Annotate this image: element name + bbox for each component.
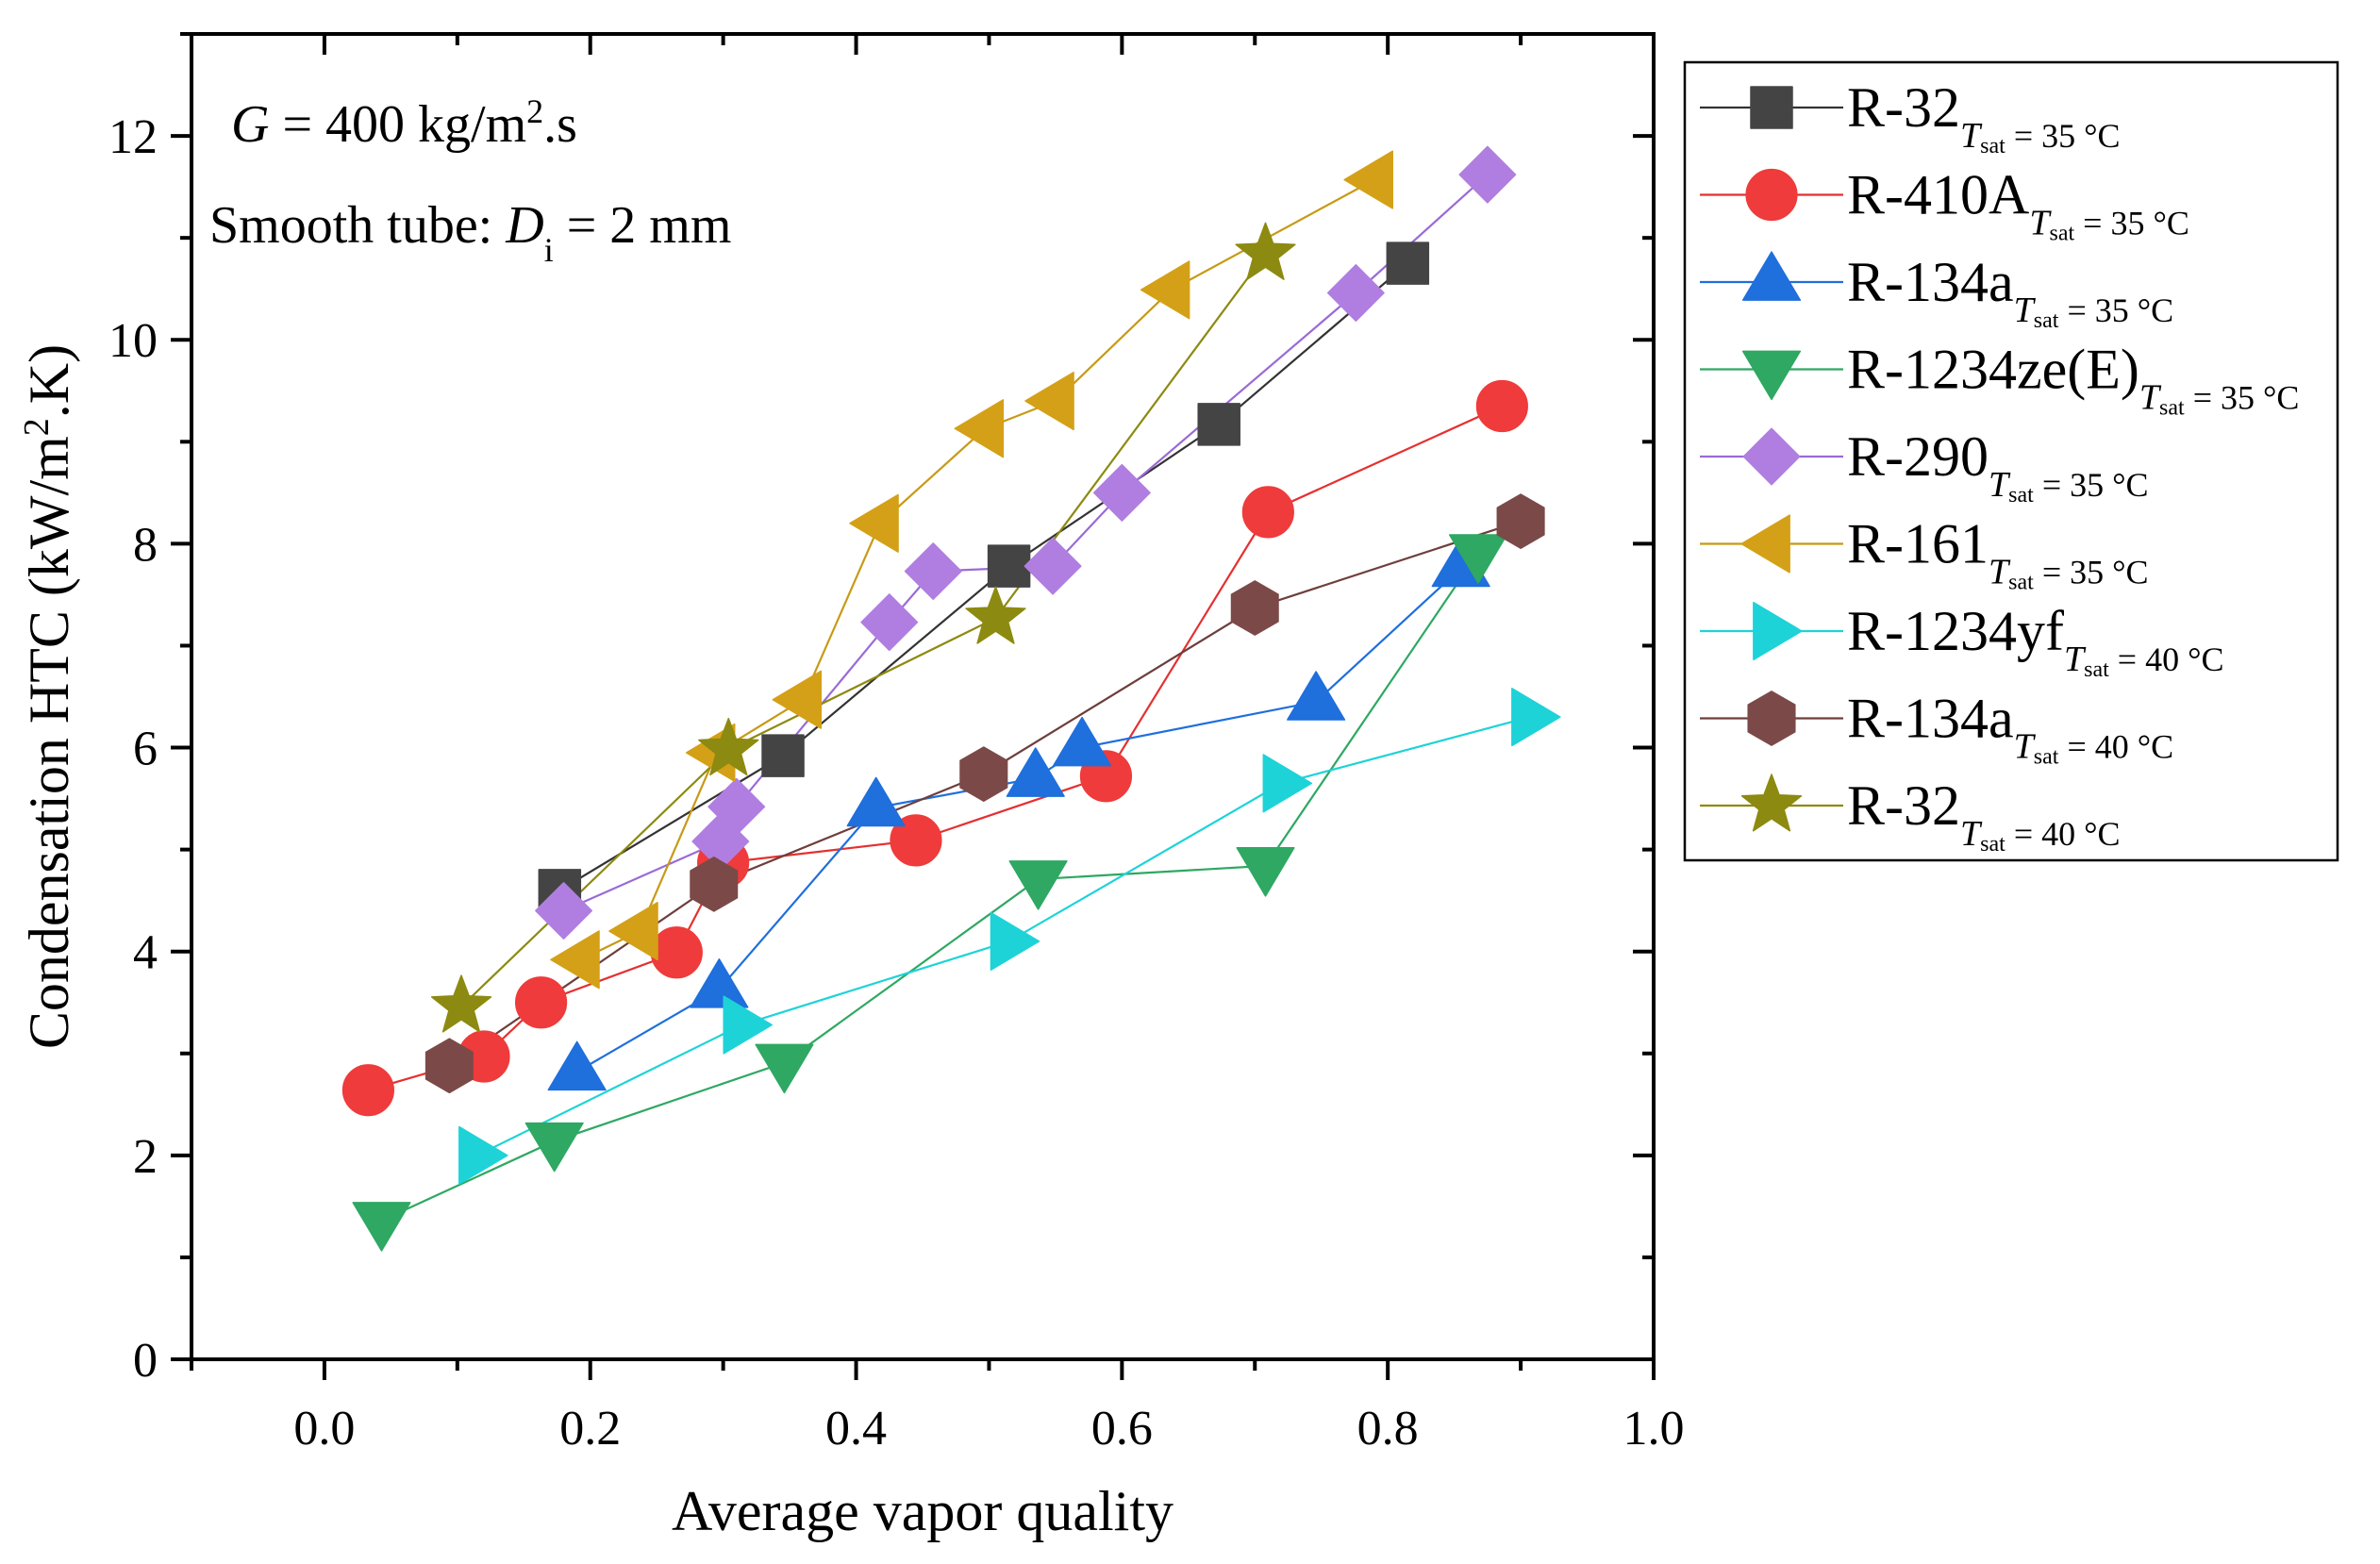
axis-titles: Average vapor quality Condensation HTC (k… <box>17 344 1173 1542</box>
data-point-7-4 <box>1496 493 1545 549</box>
data-point-6-1 <box>723 995 774 1055</box>
legend-label-1: R-410ATsat = 35 °C <box>1847 164 2189 246</box>
data-point-4-8 <box>1458 145 1517 204</box>
data-point-1-7 <box>1241 486 1294 539</box>
data-point-8-3 <box>1235 222 1296 280</box>
y-tick-label: 2 <box>133 1130 158 1184</box>
plot-frame <box>190 32 1656 1361</box>
legend-label-3: R-1234ze(E)Tsat = 35 °C <box>1847 339 2299 421</box>
annotation-tube: Smooth tube: Di = 2 mm <box>209 196 731 269</box>
data-point-3-4 <box>1236 847 1295 897</box>
data-point-3-0 <box>352 1202 411 1252</box>
data-point-7-3 <box>1230 580 1279 636</box>
data-point-8-0 <box>430 974 492 1033</box>
y-tick-label: 12 <box>108 110 158 164</box>
data-point-6-4 <box>1511 688 1561 747</box>
y-tick-label: 8 <box>133 518 158 572</box>
data-point-1-8 <box>1475 379 1528 433</box>
legend-marker-5 <box>1740 514 1790 574</box>
data-point-8-2 <box>965 586 1026 644</box>
legend-label-7: R-134aTsat = 40 °C <box>1847 688 2173 770</box>
data-point-1-3 <box>650 926 703 979</box>
legend-marker-7 <box>1747 690 1796 746</box>
data-point-7-2 <box>959 746 1008 802</box>
legend-label-2: R-134aTsat = 35 °C <box>1847 251 2173 333</box>
data-point-4-3 <box>860 593 919 652</box>
legend: R-32Tsat = 35 °CR-410ATsat = 35 °CR-134a… <box>1683 60 2339 862</box>
data-point-0-2 <box>987 544 1031 588</box>
x-tick-label: 1.0 <box>1623 1402 1685 1456</box>
legend-marker-4 <box>1742 427 1801 486</box>
series-line-8 <box>460 253 1267 1007</box>
data-point-7-1 <box>690 857 739 912</box>
y-tick-label: 4 <box>133 926 158 980</box>
data-point-2-3 <box>1006 747 1065 797</box>
legend-marker-2 <box>1741 251 1802 301</box>
data-point-6-3 <box>1262 754 1313 813</box>
data-point-4-0 <box>535 882 592 940</box>
data-point-4-7 <box>1326 264 1385 322</box>
data-point-6-2 <box>990 911 1040 971</box>
x-tick-label: 0.8 <box>1357 1402 1419 1456</box>
data-point-2-1 <box>690 958 749 1008</box>
data-point-0-4 <box>1386 241 1430 285</box>
data-point-5-8 <box>1343 150 1393 209</box>
data-point-3-1 <box>524 1122 584 1173</box>
annotations: G = 400 kg/m2.s Smooth tube: Di = 2 mm <box>209 92 731 269</box>
data-point-8-1 <box>698 717 759 776</box>
data-point-4-2 <box>707 777 766 836</box>
data-point-0-1 <box>761 734 805 777</box>
data-point-2-2 <box>846 776 906 827</box>
data-point-1-0 <box>341 1064 394 1117</box>
data-point-4-5 <box>1024 537 1082 595</box>
ticks: 0.0 0.2 0.4 0.6 0.8 1.0 0 2 4 6 8 10 12 <box>108 32 1685 1456</box>
annotation-mass-flux: G = 400 kg/m2.s <box>231 92 577 154</box>
data-point-5-6 <box>1024 372 1074 431</box>
data-point-7-0 <box>424 1038 474 1094</box>
legend-marker-0 <box>1750 86 1793 129</box>
data-point-4-4 <box>904 542 962 601</box>
data-point-3-5 <box>1448 534 1508 584</box>
data-point-3-2 <box>755 1043 814 1094</box>
y-tick-label: 6 <box>133 723 158 776</box>
data-point-1-5 <box>890 814 942 867</box>
y-axis-title: Condensation HTC (kW/m2.K) <box>17 344 80 1049</box>
data-point-5-1 <box>608 902 658 961</box>
series-markers <box>341 145 1561 1252</box>
data-point-1-2 <box>515 976 568 1029</box>
data-point-0-3 <box>1197 403 1240 446</box>
x-tick-label: 0.4 <box>825 1402 887 1456</box>
x-axis-title: Average vapor quality <box>672 1480 1173 1542</box>
legend-marker-1 <box>1745 168 1798 222</box>
data-point-3-3 <box>1008 860 1068 910</box>
data-point-5-0 <box>550 930 600 990</box>
legend-label-8: R-32Tsat = 40 °C <box>1847 774 2121 857</box>
data-point-2-0 <box>547 1040 607 1091</box>
legend-label-4: R-290Tsat = 35 °C <box>1847 425 2149 507</box>
legend-marker-6 <box>1753 601 1803 661</box>
legend-label-6: R-1234yfTsat = 40 °C <box>1847 600 2224 682</box>
data-point-5-3 <box>772 670 823 729</box>
y-tick-label: 10 <box>108 314 158 368</box>
data-point-5-4 <box>849 493 899 553</box>
data-point-5-5 <box>954 399 1005 458</box>
x-tick-label: 0.0 <box>293 1402 355 1456</box>
legend-label-0: R-32Tsat = 35 °C <box>1847 76 2121 158</box>
x-tick-label: 0.6 <box>1091 1402 1153 1456</box>
legend-marker-8 <box>1740 774 1803 832</box>
legend-label-5: R-161Tsat = 35 °C <box>1847 513 2149 595</box>
data-point-5-7 <box>1140 260 1190 320</box>
plot-area-border <box>190 32 1656 1361</box>
data-point-2-4 <box>1053 716 1112 767</box>
x-tick-label: 0.2 <box>559 1402 621 1456</box>
data-point-2-5 <box>1287 671 1346 721</box>
data-point-4-6 <box>1092 463 1151 522</box>
data-point-6-0 <box>458 1125 508 1185</box>
y-tick-label: 0 <box>133 1334 158 1388</box>
legend-marker-3 <box>1741 350 1802 401</box>
